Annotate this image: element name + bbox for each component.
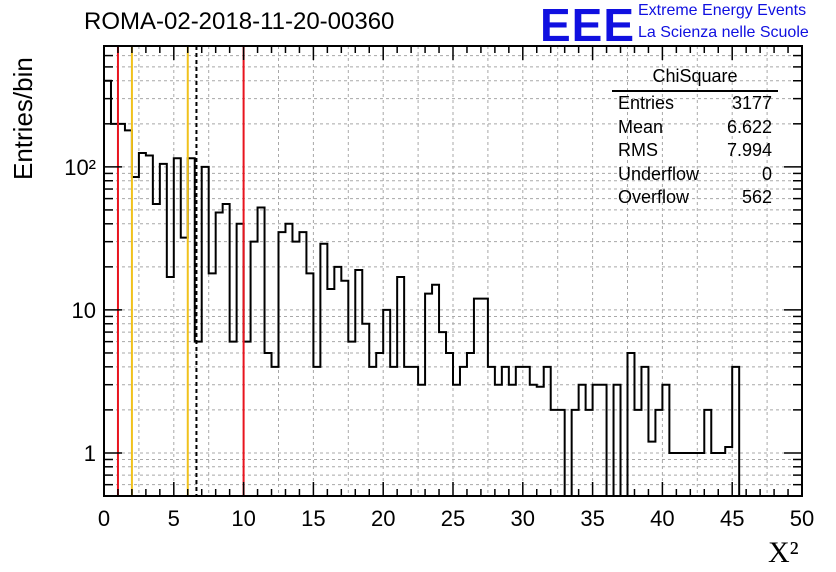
stats-value: 7.994	[726, 140, 772, 160]
stats-box: ChiSquare Entries 3177 Mean 6.622 RMS 7.…	[612, 66, 778, 210]
stats-label: Mean	[618, 116, 664, 137]
stats-row-rms: RMS 7.994	[612, 139, 778, 163]
y-axis-label: Entries/bin	[8, 57, 38, 180]
x-tick-label: 15	[301, 506, 325, 531]
stats-value: 0	[761, 163, 772, 184]
x-tick-label: 25	[441, 506, 465, 531]
y-tick-label: 10²	[64, 155, 96, 180]
stats-label: Underflow	[618, 163, 700, 184]
eee-logo: EEE	[540, 0, 636, 51]
stats-title: ChiSquare	[612, 66, 778, 92]
tick-labels-layer: 0 5 10 15 20 25 30 35 40 45 50 1 10 10²	[64, 155, 814, 531]
x-tick-label: 20	[371, 506, 395, 531]
x-tick-label: 5	[168, 506, 180, 531]
stats-label: RMS	[618, 140, 658, 160]
stats-row-underflow: Underflow 0	[612, 163, 778, 187]
x-tick-label: 10	[231, 506, 255, 531]
y-tick-label: 1	[84, 441, 96, 466]
stats-label: Entries	[618, 93, 675, 113]
axes-layer	[103, 45, 803, 497]
stats-label: Overflow	[618, 187, 690, 207]
x-tick-label: 45	[720, 506, 744, 531]
x-tick-label: 30	[511, 506, 535, 531]
stats-value: 6.622	[726, 116, 772, 137]
stats-row-entries: Entries 3177	[612, 92, 778, 116]
stats-row-overflow: Overflow 562	[612, 186, 778, 210]
stats-row-mean: Mean 6.622	[612, 116, 778, 140]
vertical-lines-layer	[116, 46, 245, 496]
chart-title: ROMA-02-2018-11-20-00360	[84, 8, 395, 35]
stats-value: 3177	[731, 93, 772, 113]
grid-layer	[104, 46, 802, 496]
x-axis-label: X²	[768, 536, 799, 569]
stats-value: 562	[741, 187, 772, 207]
x-tick-label: 0	[98, 506, 110, 531]
logo-subtitle-1: Extreme Energy Events	[638, 2, 807, 19]
x-tick-label: 35	[580, 506, 604, 531]
logo-subtitle-2: La Scienza nelle Scuole	[638, 24, 809, 41]
x-tick-label: 50	[790, 506, 814, 531]
y-tick-label: 10	[72, 298, 96, 323]
x-tick-label: 40	[650, 506, 674, 531]
